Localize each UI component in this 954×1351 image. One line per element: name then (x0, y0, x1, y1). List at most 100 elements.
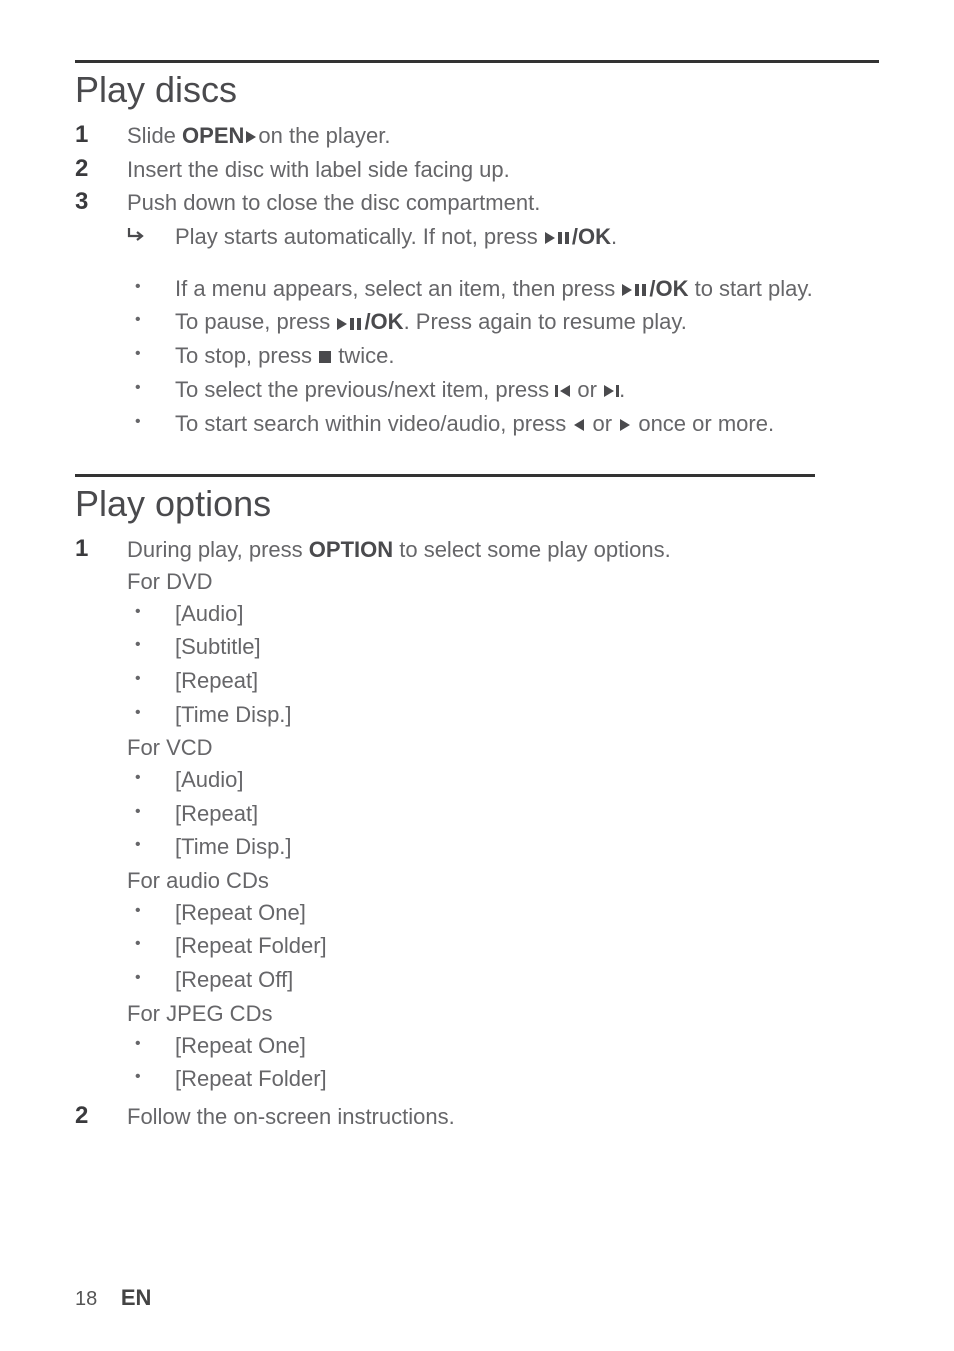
bullet-marker: • (127, 700, 175, 726)
text-bold: OPTION (309, 537, 393, 562)
step-number: 2 (75, 155, 127, 184)
bullet-item: •[Repeat] (127, 799, 879, 829)
bullet-item: • If a menu appears, select an item, the… (127, 274, 879, 304)
text-suffix: to start play. (688, 276, 812, 301)
text-prefix: Slide (127, 123, 182, 148)
text-bold: /OK (649, 276, 688, 301)
sub-arrow-line: Play starts automatically. If not, press… (127, 222, 879, 252)
bullet-marker: • (127, 898, 175, 924)
bullet-marker: • (127, 599, 175, 625)
bullet-content: If a menu appears, select an item, then … (175, 274, 879, 304)
bullet-content: [Repeat] (175, 666, 879, 696)
text-prefix: To start search within video/audio, pres… (175, 411, 572, 436)
text-bold: /OK (364, 309, 403, 334)
bullet-marker: • (127, 274, 175, 300)
bullet-content: [Repeat One] (175, 1031, 879, 1061)
text-bold: OPEN (182, 123, 244, 148)
bullet-content: [Repeat Folder] (175, 931, 879, 961)
step-1: 1 During play, press OPTION to select so… (75, 535, 879, 1098)
text-suffix: . (611, 224, 617, 249)
step-1: 1 Slide OPENon the player. (75, 121, 879, 151)
group-jpeg-cd-list: •[Repeat One] •[Repeat Folder] (127, 1031, 879, 1094)
bullet-item: •[Subtitle] (127, 632, 879, 662)
text-suffix: . (619, 377, 625, 402)
bullet-item: •[Repeat] (127, 666, 879, 696)
bullet-content: To start search within video/audio, pres… (175, 409, 879, 439)
bullet-content: [Repeat One] (175, 898, 879, 928)
step-3: 3 Push down to close the disc compartmen… (75, 188, 879, 442)
bullet-item: • To stop, press twice. (127, 341, 879, 371)
bullet-item: •[Repeat One] (127, 1031, 879, 1061)
step-number: 1 (75, 121, 127, 150)
section1-title: Play discs (75, 60, 879, 111)
text-suffix: . Press again to resume play. (404, 309, 687, 334)
text-prefix: To pause, press (175, 309, 336, 334)
bullet-item: •[Audio] (127, 765, 879, 795)
bullet-content: [Repeat Folder] (175, 1064, 879, 1094)
footer: 18 EN (75, 1285, 151, 1311)
bullet-content: [Audio] (175, 765, 879, 795)
bullet-marker: • (127, 965, 175, 991)
bullet-item: •[Repeat Folder] (127, 931, 879, 961)
bullet-content: [Audio] (175, 599, 879, 629)
bullet-item: •[Repeat One] (127, 898, 879, 928)
right-triangle-icon (618, 418, 632, 432)
group-dvd-list: •[Audio] •[Subtitle] •[Repeat] •[Time Di… (127, 599, 879, 730)
play-pause-icon (621, 283, 649, 297)
bullet-item: • To start search within video/audio, pr… (127, 409, 879, 439)
bullet-marker: • (127, 341, 175, 367)
bullet-marker: • (127, 632, 175, 658)
text-mid: or (586, 411, 618, 436)
bullet-item: •[Time Disp.] (127, 832, 879, 862)
text-suffix: once or more. (632, 411, 774, 436)
text-bold: /OK (572, 224, 611, 249)
step-text: Push down to close the disc compartment. (127, 190, 540, 215)
bullet-item: • To pause, press /OK. Press again to re… (127, 307, 879, 337)
group-label-audio-cd: For audio CDs (127, 866, 879, 896)
bullet-content: [Repeat Off] (175, 965, 879, 995)
bullet-marker: • (127, 1031, 175, 1057)
step-number: 1 (75, 535, 127, 564)
bullet-content: [Time Disp.] (175, 700, 879, 730)
stop-square-icon (318, 350, 332, 364)
text-suffix: to select some play options. (393, 537, 671, 562)
step-2: 2 Insert the disc with label side facing… (75, 155, 879, 185)
text-prefix: During play, press (127, 537, 309, 562)
play-pause-icon (544, 231, 572, 245)
text-mid: or (571, 377, 603, 402)
step-content: During play, press OPTION to select some… (127, 535, 879, 1098)
language-code: EN (121, 1285, 152, 1310)
text-suffix: twice. (332, 343, 394, 368)
sub-arrow-content: Play starts automatically. If not, press… (175, 222, 617, 252)
step-content: Push down to close the disc compartment.… (127, 188, 879, 442)
bullet-content: [Time Disp.] (175, 832, 879, 862)
group-label-vcd: For VCD (127, 733, 879, 763)
step-content: Slide OPENon the player. (127, 121, 879, 151)
text-prefix: If a menu appears, select an item, then … (175, 276, 621, 301)
bullet-item: •[Repeat Folder] (127, 1064, 879, 1094)
bullet-marker: • (127, 799, 175, 825)
text-prefix: To stop, press (175, 343, 318, 368)
bullet-marker: • (127, 307, 175, 333)
text-prefix: Play starts automatically. If not, press (175, 224, 544, 249)
step-2: 2 Follow the on-screen instructions. (75, 1102, 879, 1132)
bullet-marker: • (127, 409, 175, 435)
bullet-content: To select the previous/next item, press … (175, 375, 879, 405)
group-vcd-list: •[Audio] •[Repeat] •[Time Disp.] (127, 765, 879, 862)
group-label-dvd: For DVD (127, 567, 879, 597)
text-prefix: To select the previous/next item, press (175, 377, 555, 402)
bullet-marker: • (127, 666, 175, 692)
play-pause-icon (336, 317, 364, 331)
bullet-content: To stop, press twice. (175, 341, 879, 371)
bullet-list: • If a menu appears, select an item, the… (127, 274, 879, 438)
page-number: 18 (75, 1288, 97, 1310)
group-label-jpeg-cd: For JPEG CDs (127, 999, 879, 1029)
bullet-marker: • (127, 375, 175, 401)
left-triangle-icon (572, 418, 586, 432)
step-content: Follow the on-screen instructions. (127, 1102, 879, 1132)
section2-title: Play options (75, 474, 815, 525)
section1-list: 1 Slide OPENon the player. 2 Insert the … (75, 121, 879, 442)
bullet-marker: • (127, 1064, 175, 1090)
bullet-item: •[Repeat Off] (127, 965, 879, 995)
play-triangle-icon (244, 130, 258, 144)
